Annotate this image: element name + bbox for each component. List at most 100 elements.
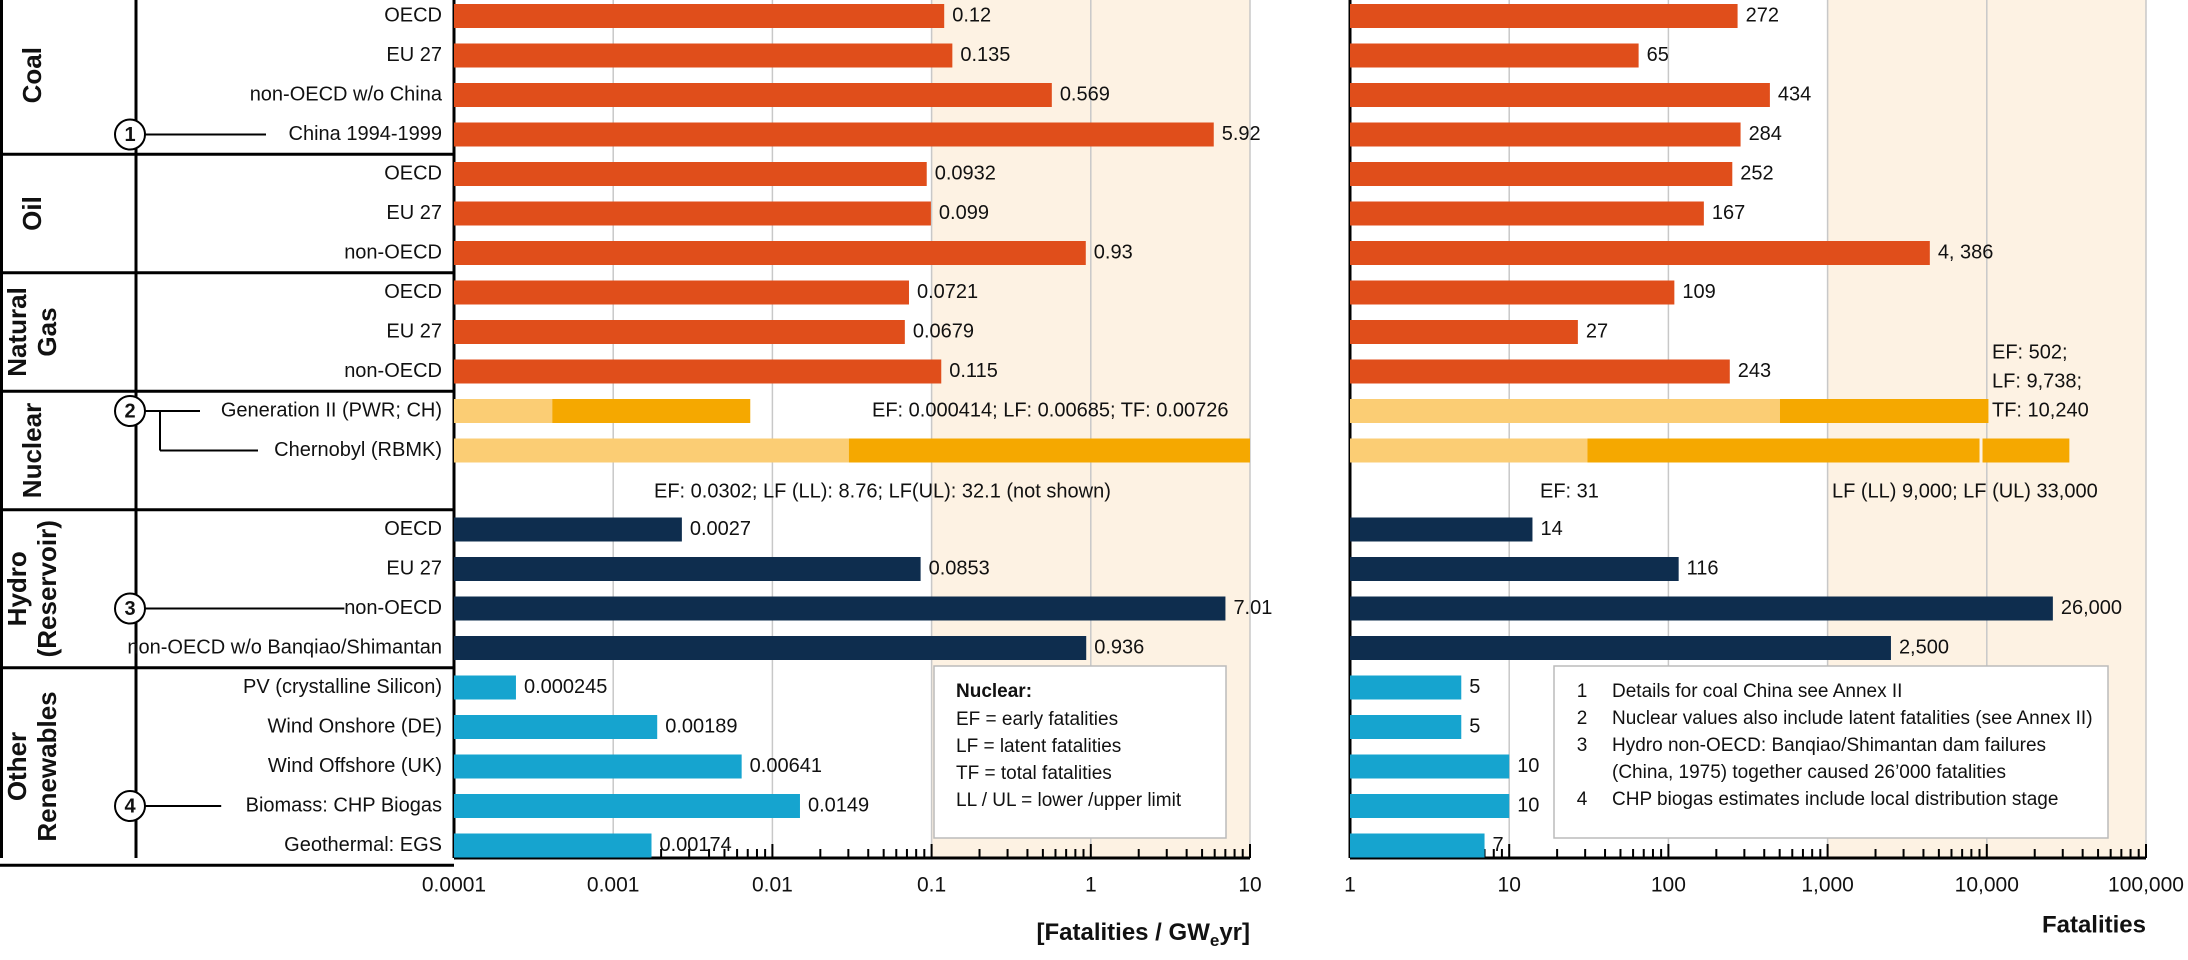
group-label: Renewables <box>32 691 62 841</box>
right-data-label: 26,000 <box>2061 597 2122 619</box>
left-x-tick-label: 0.001 <box>587 874 640 897</box>
group-label: Oil <box>17 196 47 231</box>
footnote-marker-number: 2 <box>124 400 135 422</box>
right-bar <box>1350 517 1533 542</box>
footnote-text: Details for coal China see Annex II <box>1612 681 1902 702</box>
right-data-label: 272 <box>1746 4 1779 26</box>
right-data-label: 5 <box>1469 715 1480 737</box>
right-bar <box>1350 359 1730 384</box>
right-bar <box>1350 43 1639 68</box>
nuclear-legend-line: LF = latent fatalities <box>956 736 1121 757</box>
left-x-tick-label: 0.1 <box>917 874 946 897</box>
row-label: non-OECD w/o Banqiao/Shimantan <box>127 636 442 658</box>
left-data-label: 0.0027 <box>690 518 751 540</box>
right-data-label: 65 <box>1647 44 1669 66</box>
right-x-tick-label: 100,000 <box>2108 874 2184 897</box>
group-label: Natural <box>2 287 32 377</box>
left-nuclear-note: EF: 0.000414; LF: 0.00685; TF: 0.00726 <box>872 399 1229 421</box>
left-data-label: 0.0853 <box>929 557 990 579</box>
left-bar <box>454 596 1226 621</box>
left-data-label: 0.115 <box>949 360 998 382</box>
left-data-label: 0.936 <box>1094 636 1144 658</box>
row-label: Wind Offshore (UK) <box>268 755 442 777</box>
right-bar <box>1350 675 1462 700</box>
right-bar <box>1350 241 1930 265</box>
group-label: (Reservoir) <box>32 520 62 657</box>
row-label: Biomass: CHP Biogas <box>246 794 442 816</box>
footnote-number: 4 <box>1577 789 1588 810</box>
left-bar-lf <box>552 399 751 423</box>
right-data-label: 10 <box>1517 794 1539 816</box>
group-label: Gas <box>32 307 62 356</box>
row-label: PV (crystalline Silicon) <box>243 676 442 698</box>
footnote-number: 1 <box>1577 681 1588 702</box>
right-x-axis-title: Fatalities <box>2042 911 2146 938</box>
right-bar <box>1350 201 1704 226</box>
footnotes-box <box>1553 665 2109 839</box>
right-data-label: 27 <box>1586 320 1608 342</box>
left-bar-ef <box>454 399 553 423</box>
row-label: Chernobyl (RBMK) <box>274 439 442 461</box>
left-x-axis-title: [Fatalities / GWeyr] <box>1036 919 1250 950</box>
row-label: OECD <box>384 162 442 184</box>
left-data-label: 0.0721 <box>917 281 978 303</box>
right-bar <box>1350 715 1462 739</box>
right-data-label: 2,500 <box>1899 636 1949 658</box>
left-bar <box>454 122 1214 147</box>
left-x-tick-label: 0.0001 <box>422 874 486 897</box>
right-x-tick-label: 100 <box>1651 874 1686 897</box>
row-label: EU 27 <box>386 557 442 579</box>
group-label: Coal <box>17 47 47 103</box>
right-bar-ef <box>1350 438 1588 463</box>
left-data-label: 0.099 <box>939 202 989 224</box>
footnote-marker-number: 3 <box>124 598 135 620</box>
left-data-label: 0.135 <box>960 44 1010 66</box>
group-label: Hydro <box>2 551 32 626</box>
right-x-tick-label: 10 <box>1498 874 1521 897</box>
right-nuclear-note: EF: 502; <box>1992 341 2068 363</box>
left-bar <box>454 557 921 581</box>
right-bar <box>1350 636 1891 660</box>
left-bar <box>454 754 742 779</box>
left-bar <box>454 280 909 305</box>
footnote-number: 3 <box>1577 735 1588 756</box>
left-x-tick-label: 0.01 <box>752 874 793 897</box>
right-x-tick-label: 1 <box>1344 874 1356 897</box>
right-bar <box>1350 557 1679 581</box>
left-bar <box>454 359 942 384</box>
right-bar <box>1350 122 1741 147</box>
right-data-label: 252 <box>1740 162 1773 184</box>
left-data-label: 5.92 <box>1222 123 1261 145</box>
left-data-label: 7.01 <box>1233 597 1272 619</box>
left-bar <box>454 162 927 186</box>
right-data-label: 10 <box>1517 755 1539 777</box>
row-label: OECD <box>384 518 442 540</box>
left-x-tick-label: 1 <box>1085 874 1097 897</box>
right-bar-ef <box>1350 399 1780 423</box>
right-bar <box>1350 596 2053 621</box>
left-data-label: 0.000245 <box>524 676 607 698</box>
right-chernobyl-note-lf: LF (LL) 9,000; LF (UL) 33,000 <box>1832 480 2098 502</box>
left-data-label: 0.0932 <box>935 162 996 184</box>
row-label: Generation II (PWR; CH) <box>221 399 442 421</box>
row-label: China 1994-1999 <box>289 123 442 145</box>
right-data-label: 14 <box>1540 518 1562 540</box>
left-chernobyl-note: EF: 0.0302; LF (LL): 8.76; LF(UL): 32.1 … <box>654 480 1111 502</box>
right-bar <box>1350 4 1738 28</box>
left-data-label: 0.00641 <box>750 755 822 777</box>
axis-title-part: [Fatalities / GW <box>1036 919 1210 946</box>
row-label: OECD <box>384 281 442 303</box>
footnote-text: Nuclear values also include latent fatal… <box>1612 708 2093 729</box>
row-label: OECD <box>384 4 442 26</box>
right-bar <box>1350 833 1485 858</box>
right-bar <box>1350 794 1510 818</box>
axis-title-part: yr] <box>1219 919 1250 946</box>
right-bar-lf <box>1779 399 1989 423</box>
right-bar <box>1350 320 1578 344</box>
left-bar <box>454 715 658 739</box>
left-bar <box>454 833 652 858</box>
right-bar <box>1350 162 1733 186</box>
right-bar <box>1350 83 1770 107</box>
right-bar-lf-ul <box>1982 438 2070 463</box>
